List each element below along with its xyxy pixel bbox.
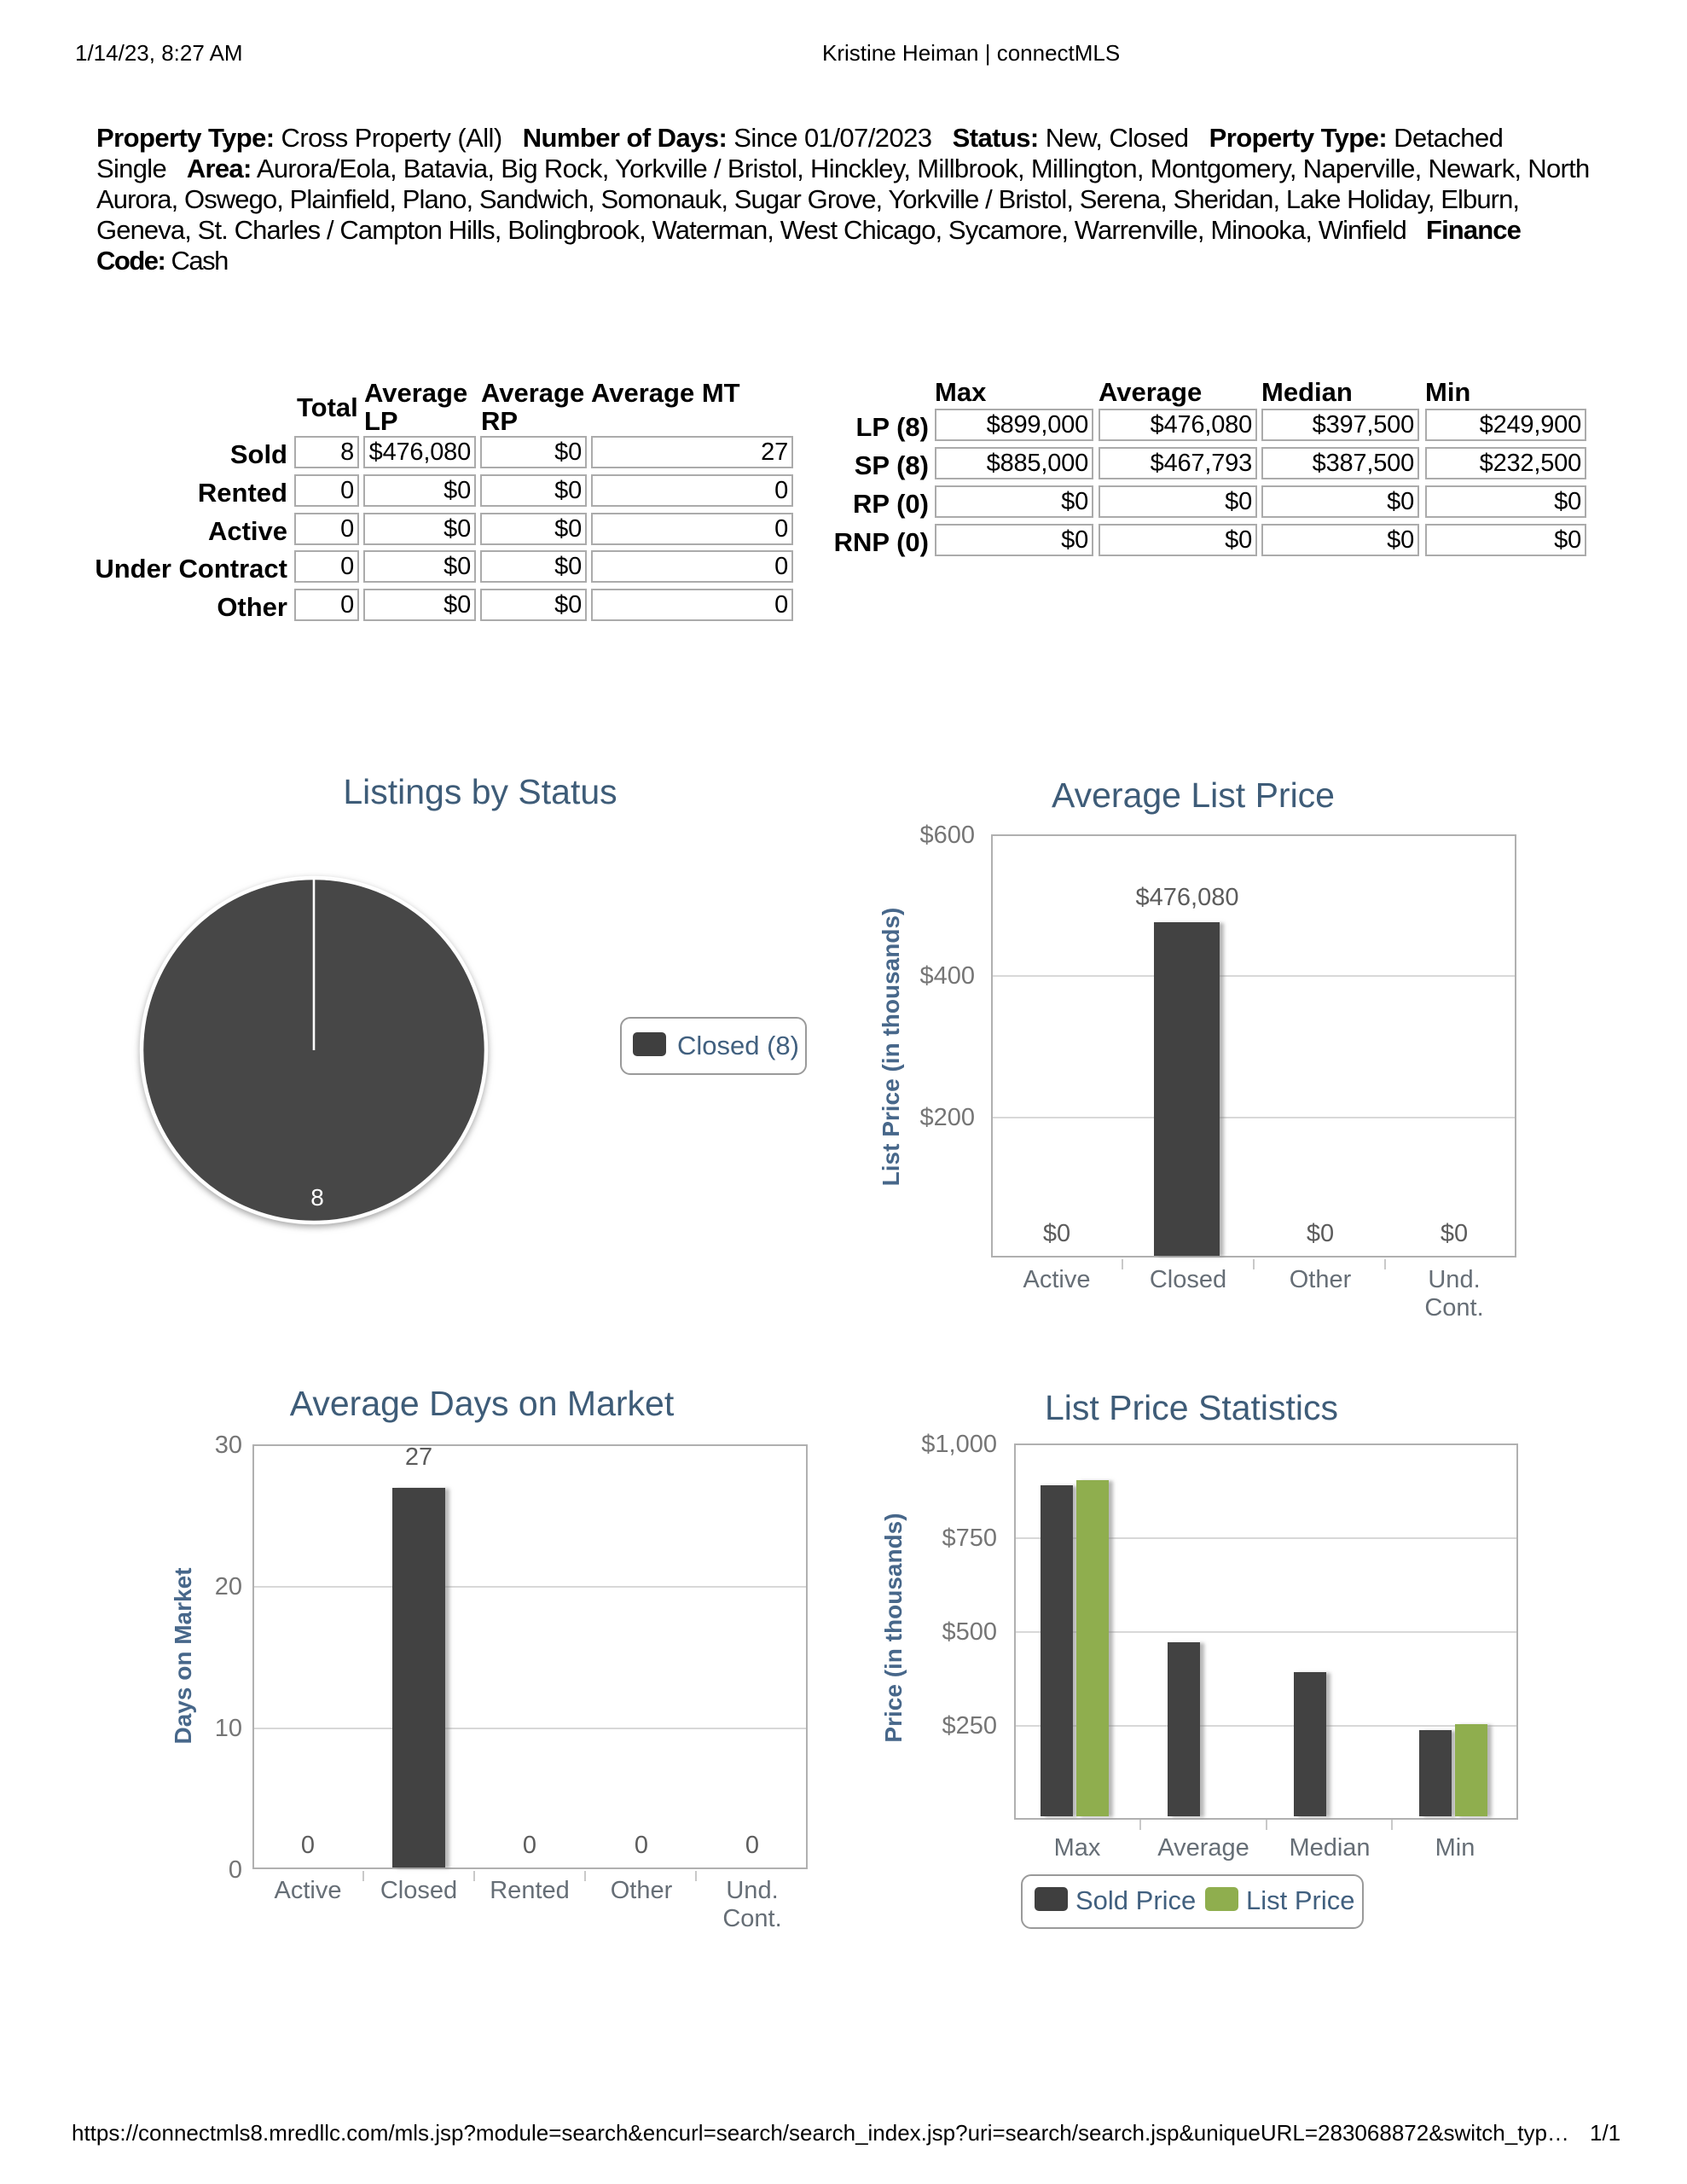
svg-text:8: 8 <box>310 1184 324 1211</box>
